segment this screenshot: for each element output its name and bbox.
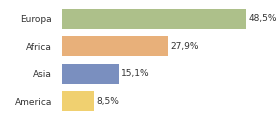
Text: 15,1%: 15,1% xyxy=(121,69,150,78)
Bar xyxy=(62,64,119,84)
Text: 48,5%: 48,5% xyxy=(248,14,277,23)
Bar xyxy=(62,91,94,111)
Text: 8,5%: 8,5% xyxy=(96,97,119,106)
Text: 27,9%: 27,9% xyxy=(170,42,199,51)
Bar xyxy=(62,36,168,56)
Bar xyxy=(62,9,246,29)
